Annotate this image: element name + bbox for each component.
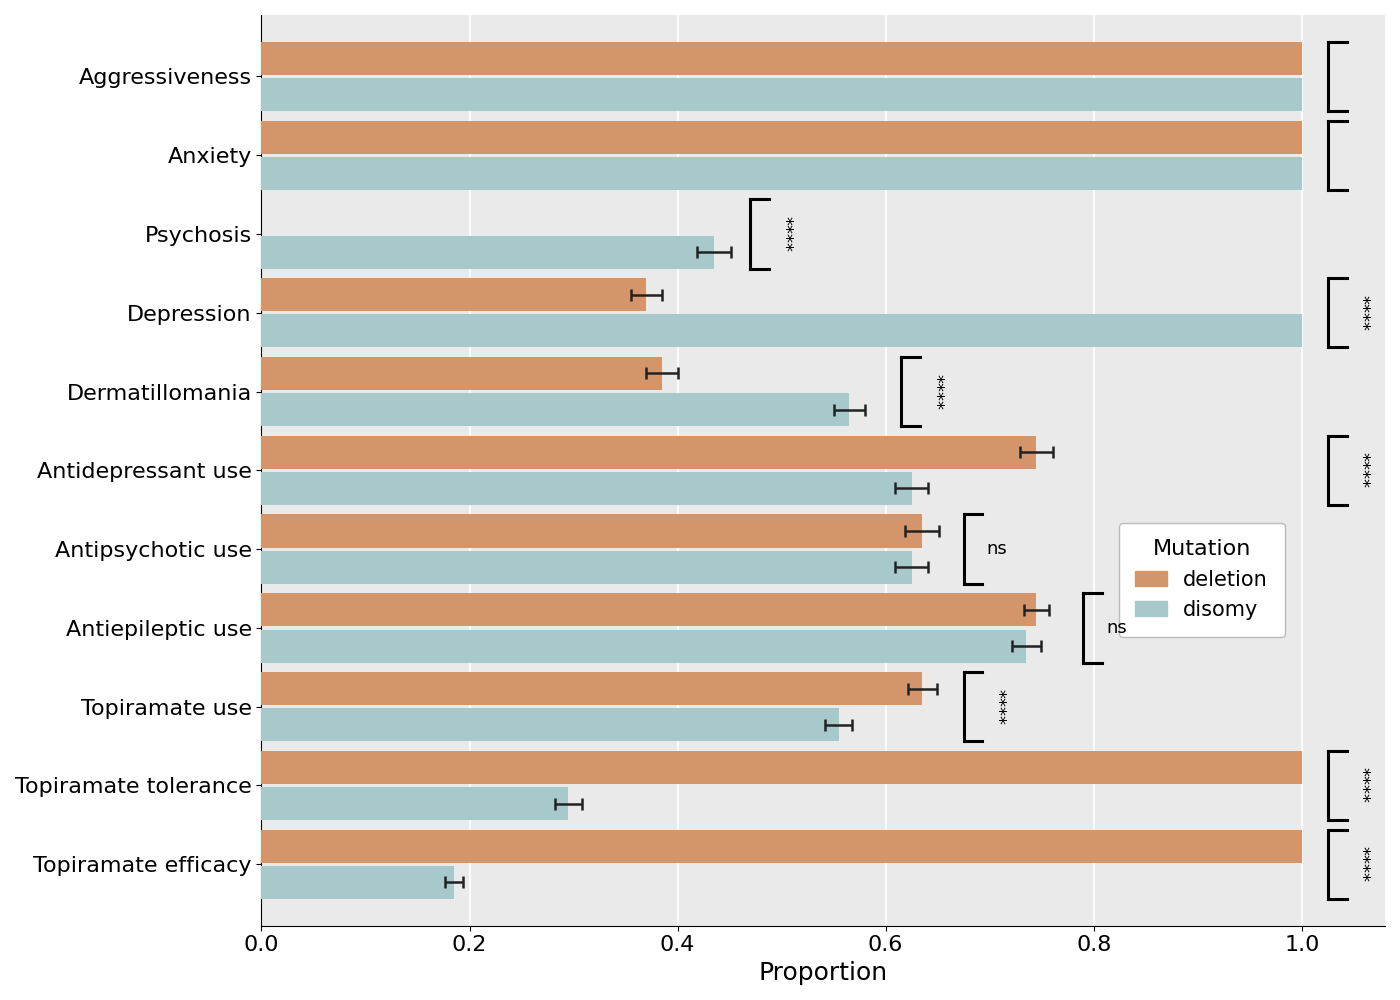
- Bar: [262, 630, 1026, 663]
- Bar: [262, 157, 1302, 190]
- Text: ****: ****: [776, 216, 794, 252]
- Bar: [262, 393, 850, 426]
- Bar: [262, 514, 923, 548]
- Bar: [262, 314, 1302, 347]
- Bar: [262, 672, 923, 705]
- Bar: [262, 357, 662, 390]
- Bar: [262, 787, 568, 820]
- Text: ****: ****: [988, 689, 1007, 725]
- Text: ns: ns: [1106, 619, 1127, 637]
- Bar: [262, 593, 1036, 626]
- X-axis label: Proportion: Proportion: [759, 961, 888, 985]
- Bar: [262, 472, 911, 505]
- Text: ****: ****: [1352, 452, 1371, 488]
- Bar: [262, 78, 1302, 111]
- Bar: [262, 751, 1302, 784]
- Bar: [262, 121, 1302, 154]
- Text: ****: ****: [927, 374, 944, 410]
- Bar: [262, 436, 1036, 469]
- Bar: [262, 708, 839, 741]
- Text: ****: ****: [1352, 846, 1371, 882]
- Text: ****: ****: [1352, 767, 1371, 803]
- Bar: [262, 236, 714, 269]
- Bar: [262, 551, 911, 584]
- Legend: deletion, disomy: deletion, disomy: [1119, 523, 1285, 637]
- Text: ****: ****: [1352, 295, 1371, 331]
- Bar: [262, 278, 647, 311]
- Bar: [262, 42, 1302, 75]
- Bar: [262, 866, 454, 899]
- Bar: [262, 830, 1302, 863]
- Text: ns: ns: [987, 540, 1008, 558]
